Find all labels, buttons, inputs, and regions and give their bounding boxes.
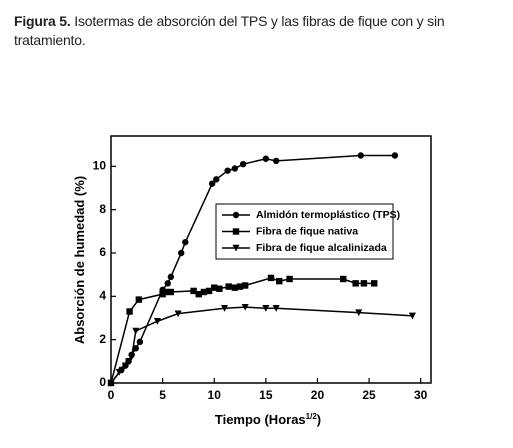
- data-point: [272, 305, 280, 312]
- data-point: [211, 284, 218, 291]
- x-label-end: ): [317, 412, 321, 427]
- plot-frame: [110, 135, 432, 384]
- x-tick-label: 20: [311, 388, 325, 402]
- x-tick-label: 5: [159, 388, 166, 402]
- data-point: [241, 303, 249, 311]
- data-point: [357, 152, 365, 159]
- legend-marker: [232, 228, 240, 235]
- data-point: [213, 176, 220, 183]
- data-point: [352, 280, 359, 287]
- data-point: [107, 379, 115, 387]
- data-point: [262, 155, 270, 162]
- data-point: [205, 287, 213, 295]
- legend-marker: [232, 211, 240, 219]
- x-tick-label: 0: [108, 388, 115, 402]
- legend-marker: [232, 244, 240, 252]
- x-label-main: Tiempo (Horas: [215, 412, 306, 427]
- data-point: [224, 167, 231, 174]
- data-point: [225, 283, 232, 290]
- x-tick-label: 30: [414, 388, 428, 402]
- data-point: [267, 274, 275, 282]
- legend-label: Fibra de fique alcalinizada: [256, 242, 387, 254]
- legend-label: Almidón termoplástico (TPS): [256, 209, 400, 221]
- data-point: [126, 308, 133, 315]
- data-point: [221, 305, 229, 312]
- x-tick-label: 15: [259, 388, 273, 402]
- data-point: [355, 309, 363, 317]
- data-point: [262, 305, 270, 312]
- caption: Figura 5. Isotermas de absorción del TPS…: [14, 12, 504, 50]
- data-point: [118, 366, 126, 374]
- x-label-sup: 1/2: [306, 412, 318, 421]
- data-point: [167, 288, 175, 296]
- data-point: [216, 285, 223, 292]
- data-point: [236, 283, 244, 290]
- y-tick-label: 8: [99, 202, 106, 216]
- caption-label: Figura 5.: [14, 13, 71, 29]
- x-tick-label: 10: [208, 388, 222, 402]
- data-point: [153, 318, 161, 325]
- data-point: [174, 310, 182, 318]
- data-point: [208, 180, 216, 187]
- data-point: [408, 312, 416, 320]
- y-tick-label: 4: [99, 289, 106, 303]
- data-point: [125, 358, 133, 365]
- data-point: [135, 296, 143, 303]
- data-point: [241, 282, 249, 289]
- x-axis-label: Tiempo (Horas1/2): [215, 412, 321, 427]
- series-line: [110, 277, 375, 384]
- data-point: [391, 152, 399, 159]
- data-point: [276, 277, 283, 285]
- y-tick-label: 10: [93, 159, 107, 173]
- data-point: [195, 290, 202, 298]
- data-point: [128, 353, 136, 361]
- data-point: [239, 160, 247, 168]
- y-tick-label: 0: [99, 375, 106, 389]
- y-tick-label: 2: [99, 332, 106, 346]
- data-point: [177, 249, 185, 257]
- y-tick-label: 6: [99, 245, 106, 259]
- data-point: [121, 362, 129, 370]
- caption-text: Isotermas de absorción del TPS y las fib…: [14, 13, 445, 48]
- data-point: [162, 288, 169, 296]
- data-point: [167, 273, 175, 281]
- data-point: [340, 275, 347, 283]
- data-point: [164, 280, 171, 287]
- data-point: [200, 288, 208, 296]
- series-line: [110, 154, 395, 384]
- data-point: [182, 238, 189, 246]
- data-point: [132, 345, 139, 352]
- data-point: [231, 284, 239, 291]
- legend-label: Fibra de fique nativa: [256, 225, 358, 237]
- y-axis-label: Absorción de humedad (%): [72, 176, 87, 344]
- data-point: [136, 338, 144, 346]
- data-point: [132, 327, 140, 335]
- data-point: [286, 275, 293, 283]
- x-tick-label: 25: [362, 388, 376, 402]
- data-point: [371, 280, 378, 287]
- data-point: [190, 287, 197, 295]
- data-point: [231, 165, 239, 172]
- data-point: [272, 157, 280, 165]
- data-point: [360, 280, 368, 287]
